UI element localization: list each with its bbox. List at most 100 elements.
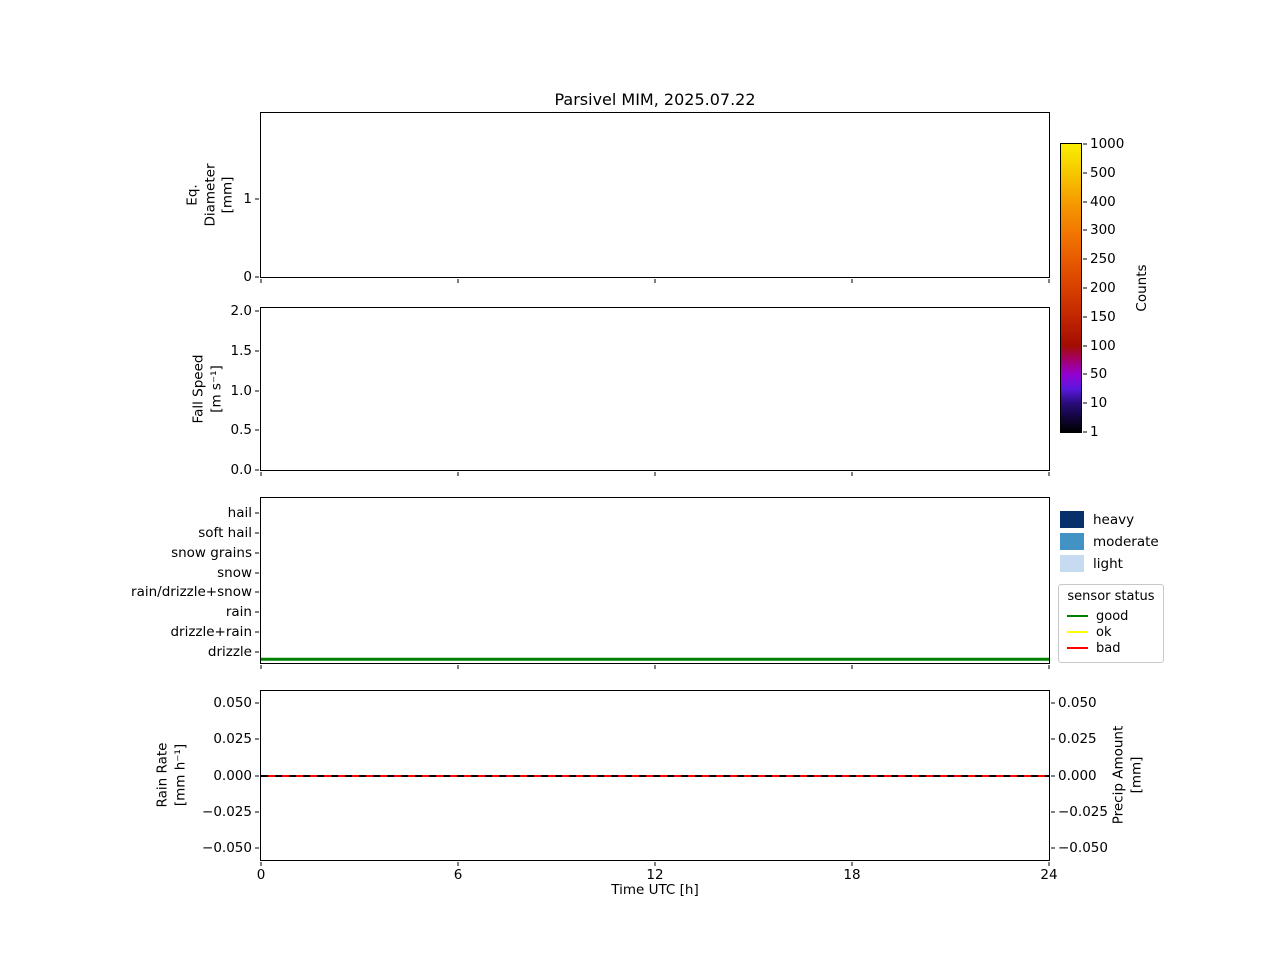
category-label: soft hail xyxy=(198,524,252,541)
category-label: snow grains xyxy=(171,544,252,561)
colorbar-tick-label: 300 xyxy=(1090,222,1116,239)
colorbar-tick-label: 1 xyxy=(1090,424,1099,440)
y-tick-right xyxy=(1051,811,1055,813)
colorbar-tick xyxy=(1083,287,1087,289)
x-tick xyxy=(654,279,656,283)
y-tick xyxy=(255,552,259,554)
y-axis-label-eq-diameter: Eq. Diameter [mm] xyxy=(184,163,236,227)
panel-precip-type: hail soft hail snow grains snow rain/drizzle… xyxy=(131,497,1050,669)
y-tick-label: 0.0 xyxy=(230,462,252,478)
legend-item-heavy: heavy xyxy=(1060,511,1159,528)
x-tick xyxy=(260,472,262,476)
legend-title: sensor status xyxy=(1067,589,1155,604)
legend-item-good: good xyxy=(1067,608,1155,624)
legend-label: heavy xyxy=(1093,511,1135,528)
colorbar: 1000 500 400 300 250 200 150 100 50 10 1 xyxy=(1060,136,1124,440)
y-tick-label-right: 0.050 xyxy=(1058,695,1097,712)
x-tick xyxy=(1048,665,1050,669)
y-tick-label: 0.5 xyxy=(230,422,252,439)
x-tick xyxy=(851,279,853,283)
legend-label: bad xyxy=(1096,640,1121,656)
y-tick-label-right: 0.000 xyxy=(1058,767,1097,784)
y-tick-label: 0.025 xyxy=(213,731,252,748)
legend-item-moderate: moderate xyxy=(1060,533,1159,550)
x-tick xyxy=(260,665,262,669)
x-tick xyxy=(260,279,262,283)
y-tick-label: 0.050 xyxy=(213,695,252,712)
y-tick-label: −0.050 xyxy=(202,839,252,856)
y-tick xyxy=(255,811,259,813)
chart-title: Parsivel MIM, 2025.07.22 xyxy=(554,90,756,109)
x-tick xyxy=(851,665,853,669)
y-tick-label: 1 xyxy=(243,190,252,207)
x-tick xyxy=(851,862,853,866)
x-tick-label: 12 xyxy=(646,867,664,883)
colorbar-tick-label: 150 xyxy=(1090,308,1116,325)
x-tick xyxy=(654,472,656,476)
panel-rain-rate: 0.050 0.050 0.025 0.025 0.000 0.000 −0.025 −0.0… xyxy=(202,690,1108,883)
y-tick xyxy=(255,775,259,776)
legend-item-bad: bad xyxy=(1067,640,1155,656)
y-tick-label-right: −0.050 xyxy=(1058,839,1108,856)
legend-item-ok: ok xyxy=(1067,624,1155,640)
legend-label: good xyxy=(1096,608,1129,624)
colorbar-tick xyxy=(1083,143,1087,145)
y-tick xyxy=(255,631,259,633)
y-tick xyxy=(255,390,259,392)
x-tick xyxy=(1048,472,1050,476)
y-axis-label-precip-amount: Precip Amount [mm] xyxy=(1110,725,1144,825)
y-axis-label-fall-speed: Fall Speed [m s⁻¹] xyxy=(190,354,224,424)
moderate-swatch xyxy=(1060,533,1084,550)
light-swatch xyxy=(1060,555,1084,572)
y-tick xyxy=(255,512,259,514)
legend-label: moderate xyxy=(1093,533,1159,550)
colorbar-tick xyxy=(1083,316,1087,318)
x-axis-label: Time UTC [h] xyxy=(611,882,699,898)
colorbar-tick-label: 200 xyxy=(1090,280,1116,296)
x-tick xyxy=(654,665,656,669)
y-axis-label-rain-rate: Rain Rate [mm h⁻¹] xyxy=(154,742,188,808)
colorbar-tick-label: 500 xyxy=(1090,164,1116,181)
x-tick-label: 18 xyxy=(843,867,861,883)
colorbar-tick-label: 100 xyxy=(1090,337,1116,354)
category-label: snow xyxy=(217,564,252,581)
y-tick xyxy=(255,429,259,431)
sensor-status-line xyxy=(261,657,1049,661)
y-tick xyxy=(255,532,259,534)
y-tick-label: 2.0 xyxy=(230,303,252,320)
colorbar-tick xyxy=(1083,345,1087,347)
y-tick-label: 1.5 xyxy=(230,342,252,359)
y-tick-label: 1.0 xyxy=(230,382,252,399)
colorbar-tick xyxy=(1083,373,1087,375)
y-tick xyxy=(255,702,259,704)
colorbar-tick-label: 50 xyxy=(1090,366,1108,383)
x-tick-label: 0 xyxy=(256,867,266,883)
x-tick-label: 24 xyxy=(1040,867,1058,883)
y-tick-label-right: 0.025 xyxy=(1058,731,1097,748)
bad-line-sample xyxy=(1067,647,1088,649)
x-tick xyxy=(457,472,459,476)
category-label: drizzle+rain xyxy=(170,624,252,641)
colorbar-tick-label: 1000 xyxy=(1090,136,1125,152)
y-tick xyxy=(255,591,259,593)
y-tick xyxy=(255,276,259,278)
colorbar-label: Counts xyxy=(1134,264,1151,312)
y-tick xyxy=(255,310,259,312)
y-tick-label-right: −0.025 xyxy=(1058,803,1108,820)
colorbar-tick-label: 400 xyxy=(1090,193,1116,210)
colorbar-tick-label: 10 xyxy=(1090,395,1108,412)
category-label: rain xyxy=(225,604,252,621)
x-tick xyxy=(1048,279,1050,283)
colorbar-tick xyxy=(1083,431,1087,433)
category-label: rain/drizzle+snow xyxy=(131,584,252,601)
y-tick xyxy=(255,611,259,613)
y-tick xyxy=(255,350,259,352)
x-tick xyxy=(851,472,853,476)
x-tick xyxy=(457,665,459,669)
sensor-status-legend: sensor status good ok bad xyxy=(1058,584,1164,663)
legend-label: ok xyxy=(1096,624,1112,640)
y-tick xyxy=(255,651,259,653)
y-tick xyxy=(255,572,259,574)
